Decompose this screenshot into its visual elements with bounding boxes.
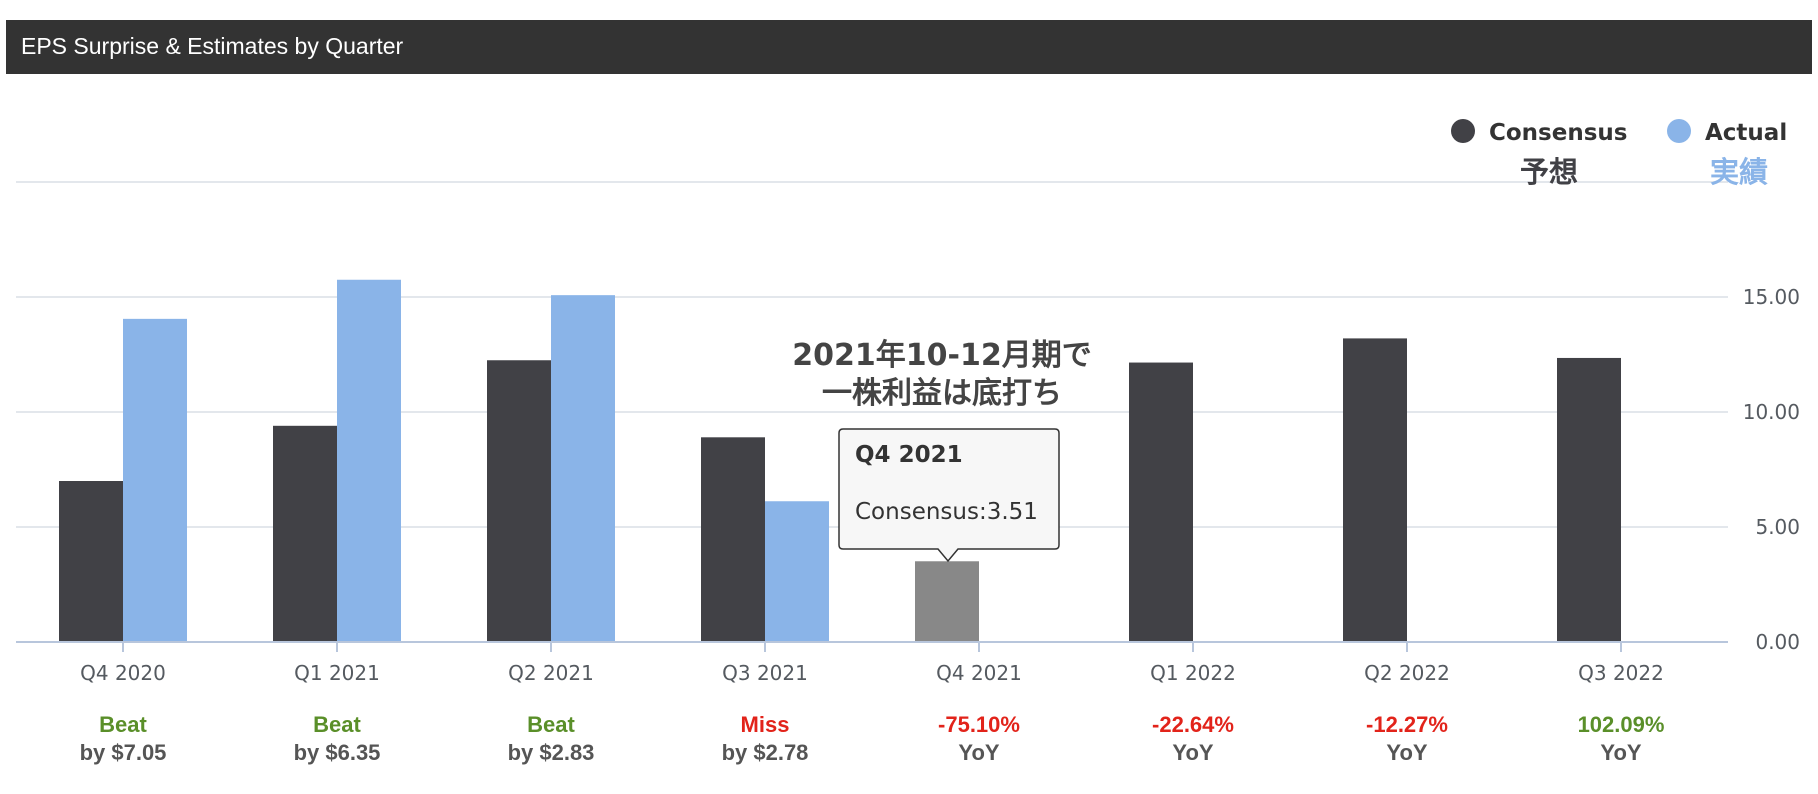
legend-actual-label[interactable]: Actual (1705, 120, 1787, 146)
result-sublabel: by $2.78 (722, 740, 809, 765)
bar-actual[interactable] (765, 501, 829, 642)
tooltip-label: Consensus:3.51 (855, 499, 1038, 525)
result-sublabel: YoY (1600, 740, 1641, 765)
result-sublabel: YoY (1172, 740, 1213, 765)
bar-consensus[interactable] (59, 481, 123, 642)
x-tick-label: Q3 2021 (722, 661, 808, 685)
bar-consensus[interactable] (273, 425, 337, 642)
result-sublabel: by $6.35 (294, 740, 381, 765)
bar-consensus[interactable] (1129, 362, 1193, 642)
chart-title: EPS Surprise & Estimates by Quarter (21, 33, 404, 59)
result-label: Beat (527, 712, 575, 737)
bar-actual[interactable] (123, 318, 187, 642)
y-tick-label: 15.00 (1743, 285, 1800, 309)
x-tick-label: Q1 2021 (294, 661, 380, 685)
bar-actual[interactable] (337, 279, 401, 642)
y-tick-label: 5.00 (1755, 515, 1800, 539)
annotation-line-1: 2021年10-12月期で (792, 338, 1091, 373)
result-label: -75.10% (938, 712, 1020, 737)
result-label: Beat (313, 712, 361, 737)
x-tick-label: Q4 2021 (936, 661, 1022, 685)
tooltip: Q4 2021 Consensus:3.51 (838, 428, 1060, 563)
bar-consensus[interactable] (915, 561, 979, 642)
bar-consensus[interactable] (701, 437, 765, 642)
result-sublabel: by $7.05 (80, 740, 167, 765)
legend-consensus-marker (1451, 119, 1475, 143)
legend-actual-marker (1667, 119, 1691, 143)
x-tick-label: Q2 2022 (1364, 661, 1450, 685)
result-sublabel: by $2.83 (508, 740, 595, 765)
bar-actual[interactable] (551, 295, 615, 642)
axes: Q4 2020 Q1 2021 Q2 2021 Q3 2021 Q4 2021 Q1 20… (16, 641, 1728, 685)
legend[interactable]: Consensus 予想 Actual 実績 (1451, 119, 1787, 189)
legend-consensus-label[interactable]: Consensus (1489, 120, 1627, 146)
annotation-line-2: 一株利益は底打ち (822, 376, 1062, 411)
x-tick-label: Q2 2021 (508, 661, 594, 685)
bars (59, 279, 1621, 642)
legend-consensus-jp: 予想 (1520, 155, 1578, 189)
results-labels: Beat by $7.05 Beat by $6.35 Beat by $2.83 Miss… (80, 712, 1665, 765)
bar-consensus[interactable] (1557, 357, 1621, 642)
bar-consensus[interactable] (1343, 338, 1407, 642)
result-sublabel: YoY (1386, 740, 1427, 765)
x-tick-label: Q4 2020 (80, 661, 166, 685)
tooltip-box (838, 428, 1060, 563)
result-label: -12.27% (1366, 712, 1448, 737)
result-label: Miss (741, 712, 790, 737)
chart-header: EPS Surprise & Estimates by Quarter (6, 20, 1812, 74)
tooltip-title: Q4 2021 (855, 442, 963, 468)
result-label: Beat (99, 712, 147, 737)
y-tick-label: 10.00 (1743, 400, 1800, 424)
legend-actual-jp: 実績 (1710, 155, 1768, 189)
x-tick-label: Q1 2022 (1150, 661, 1236, 685)
result-label: -22.64% (1152, 712, 1234, 737)
result-label: 102.09% (1578, 712, 1665, 737)
bar-consensus[interactable] (487, 360, 551, 642)
y-tick-label: 0.00 (1755, 630, 1800, 654)
result-sublabel: YoY (958, 740, 999, 765)
x-tick-label: Q3 2022 (1578, 661, 1664, 685)
